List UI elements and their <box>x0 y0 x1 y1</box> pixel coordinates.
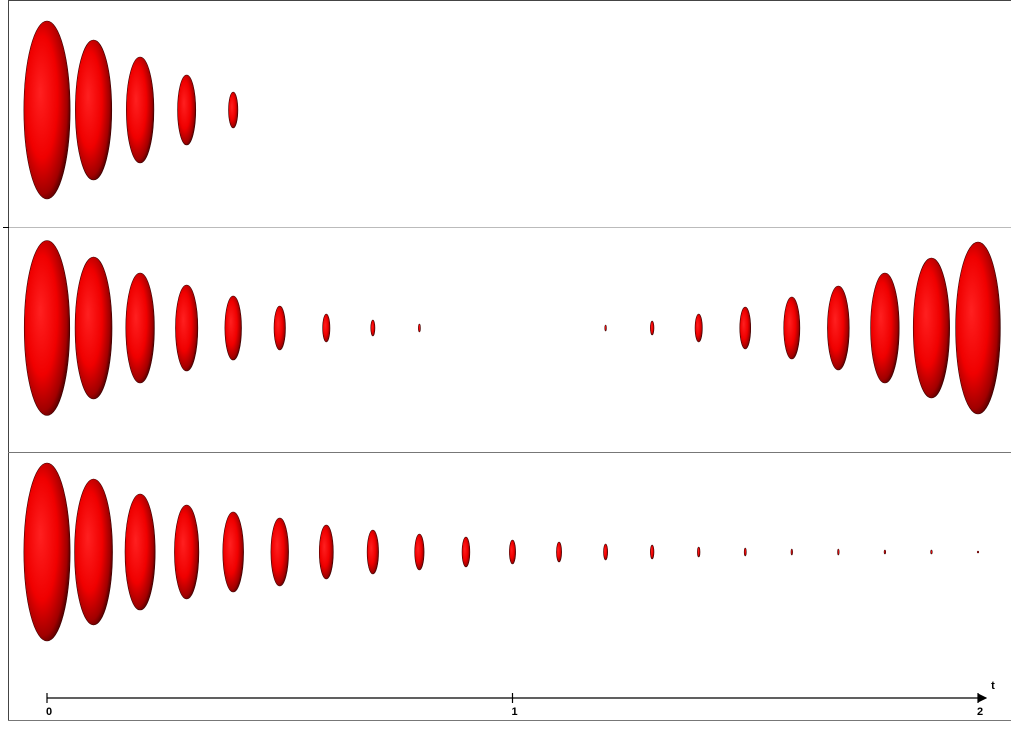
ellipsoid <box>75 39 113 181</box>
ellipsoid <box>270 517 289 587</box>
x-axis-label: t <box>991 680 995 692</box>
x-tick-label: 0 <box>46 706 52 718</box>
ellipsoid <box>273 305 286 351</box>
ellipsoid <box>74 256 113 400</box>
ellipsoid <box>870 272 900 384</box>
ellipsoid <box>174 504 200 600</box>
ellipsoid <box>370 319 376 337</box>
ellipsoid <box>912 257 950 399</box>
ellipsoid <box>228 91 239 129</box>
ellipsoid <box>930 549 933 555</box>
ellipsoid <box>603 543 608 561</box>
ellipsoid <box>697 546 701 558</box>
ellipsoid <box>23 240 71 416</box>
ellipsoid <box>604 324 607 332</box>
ellipsoid <box>827 285 850 371</box>
ellipsoid <box>318 524 334 580</box>
ellipsoid <box>126 56 155 164</box>
ellipsoid <box>883 549 887 555</box>
ellipsoid <box>23 462 71 642</box>
ellipsoid <box>509 539 516 565</box>
ellipsoid <box>418 323 421 333</box>
ellipsoid <box>743 547 747 557</box>
ellipsoid <box>222 511 244 593</box>
x-tick-label: 2 <box>977 706 983 718</box>
ellipsoid <box>177 74 197 146</box>
ellipsoid <box>74 478 113 626</box>
ellipsoid <box>461 536 471 568</box>
x-tick-label: 1 <box>511 706 517 718</box>
ellipsoid <box>125 272 155 384</box>
ellipsoid <box>414 533 425 571</box>
ellipsoid <box>650 544 655 560</box>
ellipsoid <box>783 296 801 360</box>
ellipsoid <box>23 20 71 200</box>
ellipsoid <box>175 284 199 372</box>
ellipsoid <box>322 313 331 343</box>
ellipsoid <box>556 541 562 563</box>
ellipsoid <box>837 548 840 556</box>
ellipsoid <box>224 295 242 361</box>
ellipsoid <box>694 313 703 343</box>
ellipsoid <box>650 320 655 336</box>
ellipsoid <box>739 306 752 350</box>
ellipsoid <box>790 548 793 556</box>
ellipsoid <box>955 241 1001 415</box>
ellipsoid <box>366 529 379 575</box>
ellipsoid <box>124 493 156 611</box>
ellipsoid <box>976 550 980 554</box>
